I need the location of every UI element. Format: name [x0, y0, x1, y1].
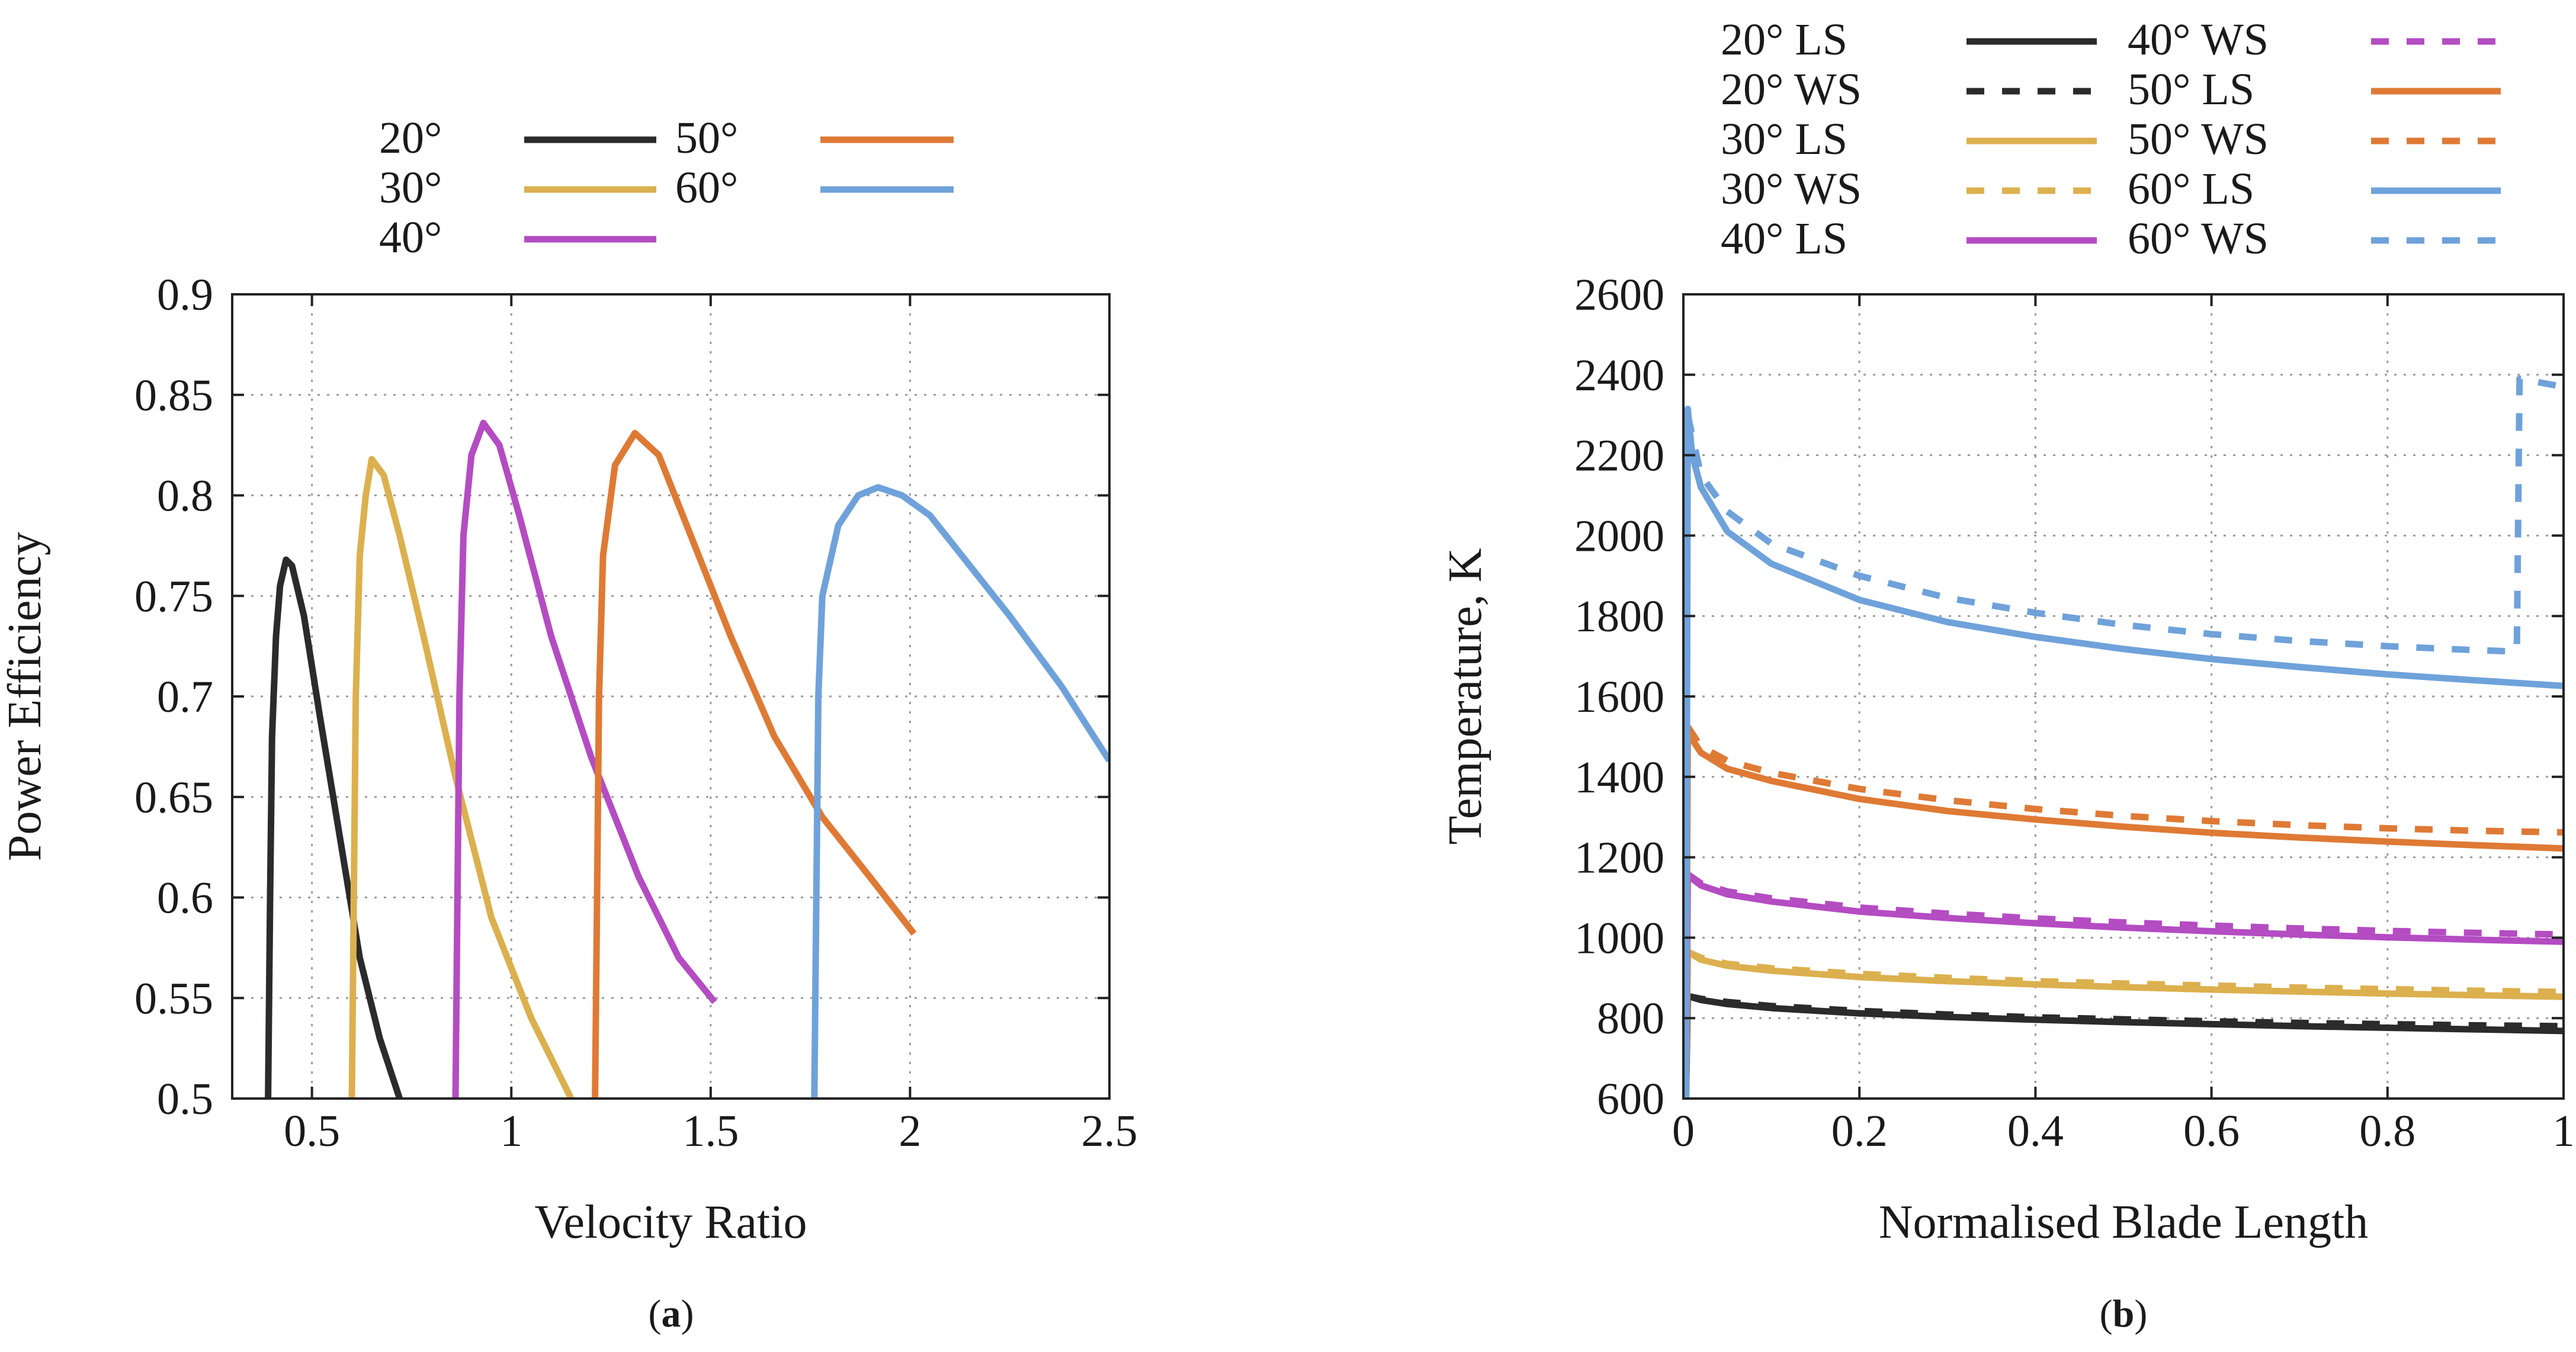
x-tick-label: 0.5 [284, 1106, 340, 1156]
series-line-b-0 [1683, 993, 2564, 1099]
series-line-b-6 [1683, 729, 2564, 1099]
chart-panel-b: 0 0.2 0.4 0.6 0.8 160080010001200140016001800… [1439, 15, 2575, 1335]
y-tick-label: 2000 [1574, 511, 1664, 561]
y-tick-label: 0.85 [134, 371, 213, 420]
series-line-b-5 [1686, 871, 2564, 938]
caption-paren-close: ) [681, 1292, 694, 1335]
series-line-a-1 [348, 455, 575, 1099]
x-tick-label: 0.2 [1831, 1106, 1888, 1156]
legend-label: 20° WS [1721, 65, 1862, 114]
series-line-b-8 [1683, 406, 2564, 1099]
y-tick-label: 0.7 [157, 672, 213, 722]
legend-label: 50° LS [2128, 65, 2254, 114]
series-line-b-3 [1686, 949, 2564, 995]
x-tick-label: 2 [899, 1106, 921, 1156]
legend-label: 30° [379, 163, 442, 213]
legend-label: 60° WS [2128, 214, 2269, 264]
legend-label: 20° LS [1721, 15, 1847, 65]
y-tick-label: 1800 [1574, 592, 1664, 641]
y-tick-label: 1600 [1574, 672, 1664, 722]
x-tick-label: 1 [2552, 1106, 2575, 1156]
series-line-b-2 [1683, 948, 2564, 1099]
caption-letter: a [662, 1292, 681, 1335]
legend-label: 60° [675, 163, 738, 213]
caption-paren-open: ( [2100, 1292, 2113, 1335]
y-tick-label: 2200 [1574, 431, 1664, 481]
gridlines [1682, 293, 2565, 1100]
x-tick-label: 0 [1672, 1106, 1695, 1156]
y-axis-label: Temperature, K [1439, 548, 1491, 845]
y-tick-label: 600 [1597, 1074, 1664, 1124]
y-tick-label: 0.75 [134, 571, 213, 621]
series-line-a-3 [592, 429, 917, 1099]
legend-label: 50° WS [2128, 114, 2269, 164]
series-group [265, 419, 1109, 1099]
y-tick-label: 2400 [1574, 351, 1664, 400]
x-tick-label: 2.5 [1082, 1106, 1138, 1156]
x-axis-label: Velocity Ratio [535, 1196, 807, 1248]
y-tick-label: 0.8 [157, 471, 213, 521]
legend: 20°30°40° 50°60° [379, 113, 954, 262]
y-tick-label: 0.65 [134, 773, 213, 823]
legend-label: 30° WS [1721, 164, 1862, 214]
y-tick-label: 0.55 [134, 974, 213, 1023]
series-line-b-4 [1683, 872, 2564, 1099]
series-line-a-4 [811, 484, 1109, 1099]
y-tick-label: 0.5 [157, 1074, 213, 1124]
caption-paren-open: ( [649, 1292, 662, 1335]
panel-caption: (b) [2100, 1292, 2148, 1335]
x-tick-label: 1 [500, 1106, 522, 1156]
y-tick-label: 800 [1597, 994, 1664, 1043]
y-tick-label: 0.9 [157, 270, 213, 320]
y-tick-label: 1400 [1574, 753, 1664, 802]
legend-label: 40° [379, 213, 442, 262]
y-tick-label: 1200 [1574, 833, 1664, 883]
x-tick-label: 1.5 [682, 1106, 739, 1156]
plot-frame [1682, 293, 2565, 1100]
legend-label: 60° LS [2128, 164, 2254, 214]
legend-label: 40° WS [2128, 15, 2269, 65]
caption-letter: b [2113, 1292, 2135, 1335]
series-group [1683, 375, 2564, 1099]
x-tick-label: 0.8 [2359, 1106, 2415, 1156]
y-tick-label: 0.6 [157, 873, 213, 923]
series-line-b-9 [1685, 375, 2564, 655]
series-line-a-0 [265, 556, 403, 1099]
chart-panel-a: 0.5 1 1.5 2 2.5 0.5 0.55 0.6 0.65 0.7 0.75 0.8 0.85 0… [0, 113, 1138, 1335]
series-line-b-7 [1685, 724, 2564, 836]
y-axis-label: Power Efficiency [0, 532, 51, 861]
x-tick-label: 0.4 [2007, 1106, 2064, 1156]
x-tick-label: 0.6 [2183, 1106, 2240, 1156]
series-line-a-2 [452, 419, 717, 1099]
series-line-b-1 [1687, 993, 2564, 1030]
panel-caption: (a) [649, 1292, 694, 1335]
legend-label: 40° LS [1721, 214, 1847, 264]
legend-label: 30° LS [1721, 114, 1847, 164]
y-tick-label: 1000 [1574, 913, 1664, 963]
y-tick-label: 2600 [1574, 270, 1664, 320]
caption-paren-close: ) [2134, 1292, 2147, 1335]
x-axis-label: Normalised Blade Length [1879, 1196, 2368, 1248]
legend-label: 20° [379, 113, 442, 163]
legend-label: 50° [675, 113, 738, 163]
